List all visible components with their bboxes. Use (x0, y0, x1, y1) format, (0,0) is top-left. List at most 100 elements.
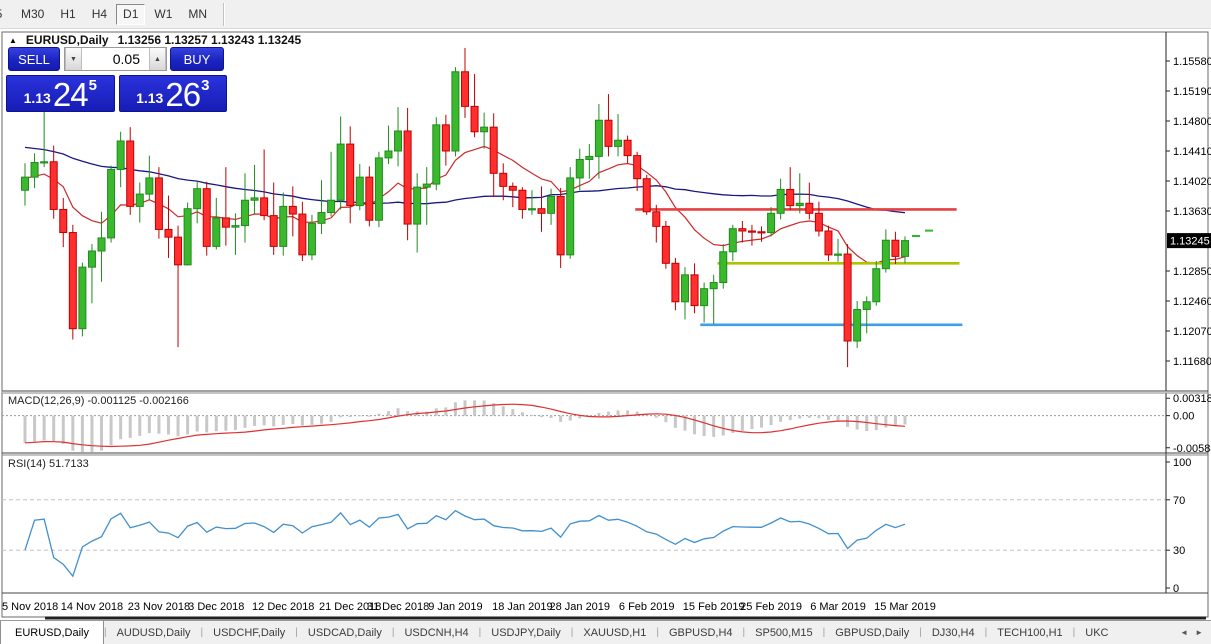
price-axis-label: 1.12070 (1173, 326, 1211, 338)
candle-body (661, 225, 670, 264)
lot-size-input[interactable] (82, 48, 149, 70)
candle-body (97, 237, 106, 252)
macd-histogram-bar (635, 411, 639, 416)
tab-scroll-left-icon[interactable]: ◄ (1180, 628, 1189, 637)
candle-body (527, 208, 536, 211)
chart-tab-sp500-m15[interactable]: SP500,M15 (755, 626, 813, 639)
ask-point: 3 (201, 77, 210, 94)
timeframe-button-h1[interactable]: H1 (60, 7, 76, 21)
macd-histogram-bar (377, 413, 381, 416)
timeframe-button-h4[interactable]: H4 (91, 7, 108, 21)
price-axis-label: 1.15190 (1173, 86, 1211, 98)
tab-separator: | (984, 627, 988, 638)
macd-histogram-bar (530, 414, 534, 416)
date-label: 28 Jan 2019 (549, 601, 610, 613)
chart-tab-gbpusd-h4[interactable]: GBPUSD,H4 (668, 626, 733, 639)
price-axis-label: 1.15580 (1173, 56, 1211, 68)
pane-splitter-bg (2, 390, 1207, 394)
chart-tab-ukc[interactable]: UKC (1085, 626, 1109, 639)
timeframe-button-mn[interactable]: MN (188, 7, 208, 21)
chart-canvas[interactable]: 1.155801.151901.148001.144101.140201.136… (0, 30, 1211, 620)
price-axis-label: 1.11680 (1173, 356, 1211, 368)
macd-histogram-bar (836, 415, 840, 422)
candle-body (757, 231, 766, 234)
candle-body (508, 185, 517, 191)
candle-body (212, 217, 221, 247)
candle-body (767, 212, 776, 234)
lot-decrease-button[interactable]: ▼ (65, 48, 82, 70)
candle-body (269, 215, 278, 247)
macd-histogram-bar (262, 415, 266, 426)
ask-price-button[interactable]: 1.13 26 3 (118, 75, 227, 113)
macd-histogram-bar (798, 415, 802, 419)
macd-histogram-bar (310, 415, 314, 425)
candle-body (853, 308, 862, 342)
rsi-name: RSI(14) (8, 458, 46, 470)
chart-tab-gbpusd-daily[interactable]: GBPUSD,Daily (835, 626, 910, 639)
candle-body (231, 225, 240, 228)
tab-separator: | (822, 627, 826, 638)
candle-body (116, 140, 125, 170)
macd-histogram-bar (205, 415, 209, 433)
timeframe-button-w1[interactable]: W1 (154, 7, 173, 21)
rsi-axis-label: 70 (1173, 495, 1185, 507)
candle-body (900, 240, 909, 257)
chart-tab-xauusd-h1[interactable]: XAUUSD,H1 (583, 626, 647, 639)
macd-histogram-bar (855, 415, 859, 430)
chart-tab-usdjpy-daily[interactable]: USDJPY,Daily (491, 626, 561, 639)
macd-histogram-bar (673, 415, 677, 428)
one-click-trading-panel: SELL ▼ ▲ BUY 1.13 24 5 1.13 26 3 (6, 47, 227, 112)
macd-histogram-bar (645, 414, 649, 416)
chart-tab-tech100-h1[interactable]: TECH100,H1 (997, 626, 1063, 639)
lot-increase-button[interactable]: ▲ (149, 48, 166, 70)
macd-name: MACD(12,26,9) (8, 395, 85, 407)
ask-pips: 26 (165, 76, 201, 113)
timeframe-button-5[interactable]: 5 (0, 4, 12, 25)
candle-body (78, 266, 87, 330)
buy-button[interactable]: BUY (170, 47, 224, 71)
candle-body (872, 268, 881, 303)
symbol-period-label: EURUSD,Daily (25, 33, 109, 47)
timeframe-button-d1[interactable]: D1 (116, 3, 146, 25)
candle-body (126, 140, 135, 207)
date-label: 31 Dec 2018 (367, 601, 429, 613)
macd-histogram-bar (348, 415, 352, 418)
sell-button[interactable]: SELL (8, 47, 60, 71)
chart-tab-audusd-daily[interactable]: AUDUSD,Daily (116, 626, 191, 639)
macd-histogram-bar (874, 415, 878, 431)
candle-body (786, 188, 795, 207)
macd-histogram-bar (626, 410, 630, 416)
chart-tab-usdcad-daily[interactable]: USDCAD,Daily (307, 626, 382, 639)
candle-body (652, 211, 661, 227)
tab-separator: | (570, 627, 574, 638)
timeframe-button-m30[interactable]: M30 (21, 7, 45, 21)
macd-values: -0.001125 -0.002166 (87, 395, 189, 407)
date-label: 9 Jan 2019 (428, 601, 482, 613)
macd-histogram-bar (482, 400, 486, 416)
chart-tab-dj30-h4[interactable]: DJ30,H4 (931, 626, 975, 639)
tab-separator: | (295, 627, 298, 638)
tab-scroll-right-icon[interactable]: ► (1195, 628, 1203, 637)
macd-histogram-bar (721, 415, 725, 436)
macd-histogram-bar (779, 415, 783, 422)
macd-histogram-bar (157, 415, 161, 434)
macd-histogram-bar (731, 415, 735, 433)
macd-pane[interactable] (2, 400, 1166, 452)
candle-body (336, 143, 345, 201)
chart-tab-eurusd-daily[interactable]: EURUSD,Daily (0, 621, 104, 644)
candle-body (193, 188, 202, 210)
chart-tab-usdcnh-h4[interactable]: USDCNH,H4 (404, 626, 469, 639)
candle-body (87, 250, 96, 268)
chart-tab-usdchf-daily[interactable]: USDCHF,Daily (213, 626, 286, 639)
price-axis[interactable]: 1.15580 1.15190 1.14800 1.14410 1.14020 1.136… (1166, 56, 1211, 595)
bid-price-button[interactable]: 1.13 24 5 (6, 75, 115, 112)
collapse-triangle-icon[interactable]: ▲ (9, 35, 17, 45)
candle-body (537, 208, 546, 214)
candle-body (642, 178, 651, 213)
rsi-pane[interactable] (2, 499, 1166, 578)
macd-histogram-bar (214, 415, 218, 432)
main-pane[interactable] (21, 47, 963, 368)
rsi-axis-label: 30 (1173, 545, 1185, 557)
bid-point: 5 (88, 77, 97, 94)
